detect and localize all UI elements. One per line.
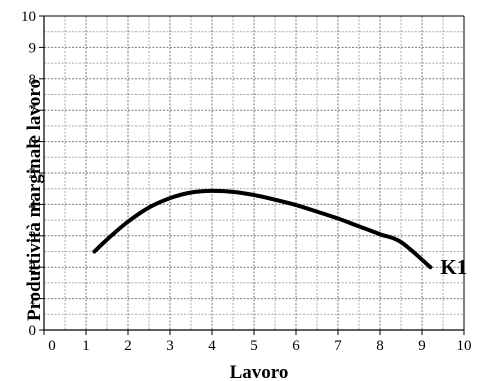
x-tick-label: 2 xyxy=(124,338,132,354)
series-layer: K1 xyxy=(92,188,467,279)
y-tick-label: 3 xyxy=(29,229,37,245)
y-ticks: 0 1 2 3 4 5 6 7 8 9 10 xyxy=(21,9,44,339)
x-axis-title: Lavoro xyxy=(230,362,289,381)
x-tick-label: 10 xyxy=(457,338,472,354)
y-tick-label: 2 xyxy=(29,260,37,276)
x-ticks: 0 1 2 3 4 5 6 7 8 9 10 xyxy=(43,330,472,354)
y-tick-label: 5 xyxy=(29,166,37,182)
y-tick-label: 9 xyxy=(29,40,37,56)
y-tick-label: 10 xyxy=(21,9,36,25)
y-tick-label: 8 xyxy=(29,72,37,88)
x-tick-label: 1 xyxy=(82,338,90,354)
x-tick-label: 8 xyxy=(376,338,384,354)
x-tick-label: 9 xyxy=(418,338,426,354)
x-tick-label: 7 xyxy=(334,338,342,354)
x-tick-label: 6 xyxy=(292,338,300,354)
y-tick-label: 7 xyxy=(29,103,37,119)
y-tick-label: 4 xyxy=(29,197,37,213)
series-label-k1: K1 xyxy=(440,255,467,279)
x-tick-label: 0 xyxy=(48,338,56,354)
series-line-k1 xyxy=(92,188,433,270)
x-tick-label: 5 xyxy=(250,338,258,354)
y-tick-label: 6 xyxy=(29,135,37,151)
y-tick-label: 0 xyxy=(29,323,37,339)
y-tick-label: 1 xyxy=(29,292,37,308)
x-tick-label: 3 xyxy=(166,338,174,354)
x-tick-label: 4 xyxy=(208,338,216,354)
y-axis-title: Produttività marginale lavoro xyxy=(24,79,45,321)
